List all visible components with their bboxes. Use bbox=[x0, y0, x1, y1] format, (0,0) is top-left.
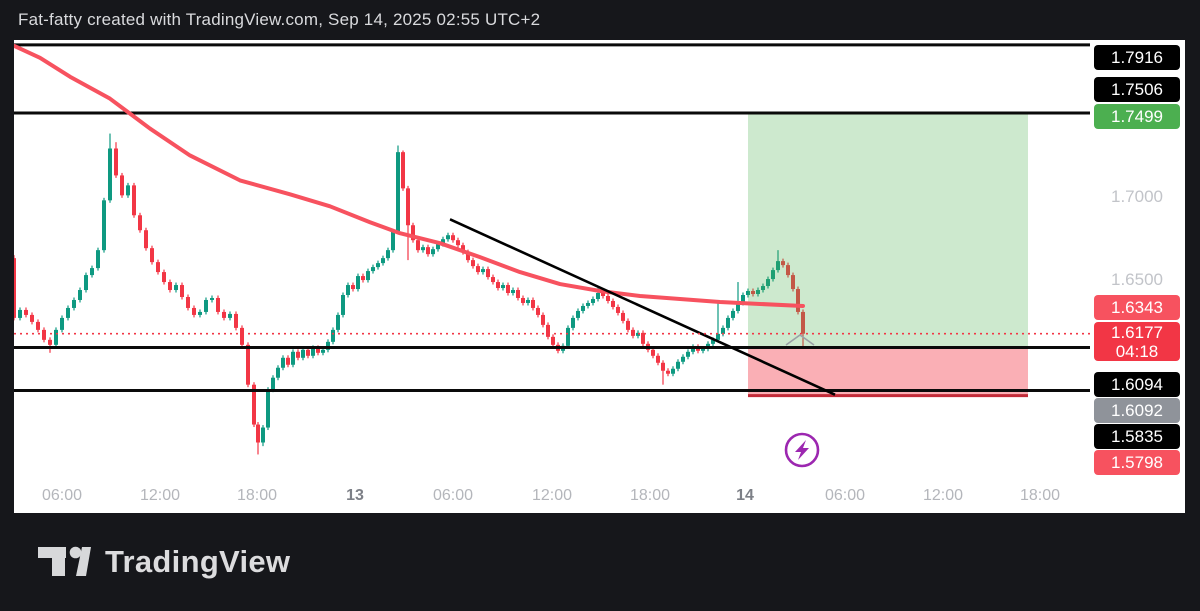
ma-line[interactable] bbox=[14, 43, 805, 308]
time-tick-12:00: 12:00 bbox=[139, 487, 181, 504]
candlestick-series bbox=[14, 133, 805, 455]
chart-panel: 1.7000 1.6500 1.7916 1.7506 1.7499 1.6343 1.61… bbox=[14, 40, 1185, 513]
price-label-1.6177: 1.6177 04:18 bbox=[1094, 322, 1180, 361]
price-label-1.7499: 1.7499 bbox=[1094, 104, 1180, 129]
brand-text: TradingView bbox=[105, 544, 291, 579]
bar-countdown: 04:18 bbox=[1115, 342, 1159, 361]
tradingview-logo-icon bbox=[38, 546, 91, 576]
trendline[interactable] bbox=[449, 218, 836, 396]
price-axis-tick-1.6500: 1.6500 bbox=[1111, 270, 1163, 289]
bottom-bar: TradingView bbox=[0, 513, 1200, 611]
arrow-marker[interactable] bbox=[785, 334, 815, 346]
tradingview-logo: TradingView bbox=[38, 544, 290, 580]
chart-canvas[interactable] bbox=[14, 40, 1185, 513]
price-label-1.6343: 1.6343 bbox=[1094, 295, 1180, 320]
time-tick-06:00: 06:00 bbox=[824, 487, 866, 504]
price-label-1.6092: 1.6092 bbox=[1094, 398, 1180, 423]
price-axis-tick-1.7000: 1.7000 bbox=[1111, 187, 1163, 206]
price-label-1.7916: 1.7916 bbox=[1094, 45, 1180, 70]
price-label-1.5798: 1.5798 bbox=[1094, 450, 1180, 475]
time-tick-06:00: 06:00 bbox=[41, 487, 83, 504]
time-tick-12:00: 12:00 bbox=[531, 487, 573, 504]
lightning-sticker-icon[interactable] bbox=[784, 432, 820, 468]
price-label-1.7506: 1.7506 bbox=[1094, 77, 1180, 102]
price-label-1.6094: 1.6094 bbox=[1094, 372, 1180, 397]
time-tick-13: 13 bbox=[346, 487, 364, 504]
time-tick-18:00: 18:00 bbox=[1019, 487, 1061, 504]
time-tick-18:00: 18:00 bbox=[629, 487, 671, 504]
loss-zone[interactable] bbox=[748, 347, 1028, 397]
time-tick-18:00: 18:00 bbox=[236, 487, 278, 504]
chart-title: Fat-fatty created with TradingView.com, … bbox=[18, 10, 541, 29]
top-bar: Fat-fatty created with TradingView.com, … bbox=[0, 0, 1200, 40]
profit-zone[interactable] bbox=[748, 114, 1028, 348]
time-tick-14: 14 bbox=[736, 487, 754, 504]
time-tick-12:00: 12:00 bbox=[922, 487, 964, 504]
time-tick-06:00: 06:00 bbox=[432, 487, 474, 504]
price-label-1.5835: 1.5835 bbox=[1094, 424, 1180, 449]
